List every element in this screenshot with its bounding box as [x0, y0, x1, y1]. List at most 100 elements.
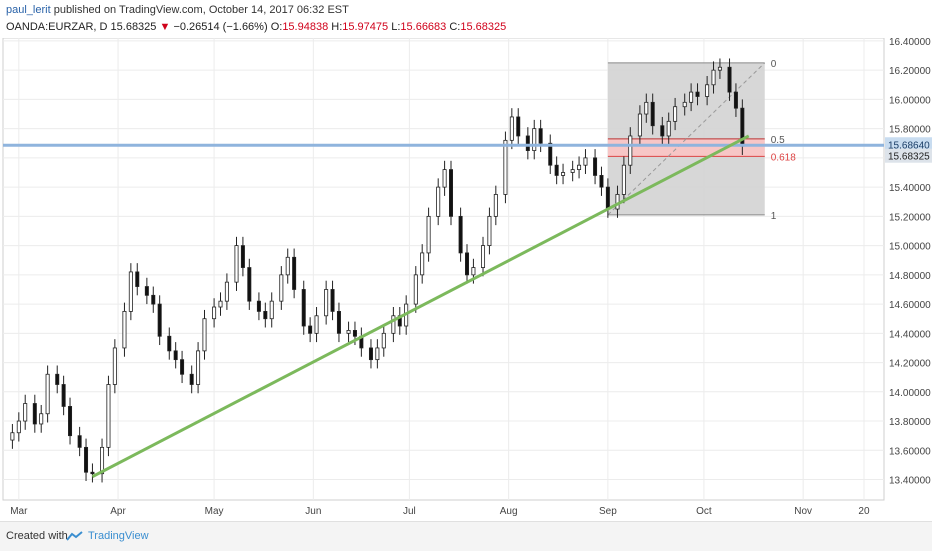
candle-up [381, 332, 386, 349]
candle-up [202, 318, 207, 352]
x-tick-label: Oct [696, 506, 712, 517]
candle-down [352, 330, 357, 337]
tradingview-logo-icon [66, 531, 83, 541]
candle-down [135, 271, 140, 287]
candle-down [695, 91, 700, 97]
close-label: C: [449, 21, 461, 33]
candle-down [247, 267, 252, 302]
open-label: O: [270, 21, 283, 33]
x-tick-label: May [205, 506, 224, 517]
candle-down [554, 164, 559, 176]
candle-up [621, 164, 626, 195]
fib-level-label: 0.5 [771, 135, 785, 146]
candle-down [32, 403, 37, 425]
candle-down [330, 289, 335, 312]
candle-down [240, 245, 245, 268]
candle-up [561, 172, 566, 176]
candle-up [442, 169, 447, 188]
candle-down [151, 294, 156, 305]
candle-up [577, 164, 582, 170]
tradingview-brand-link[interactable]: TradingView [88, 530, 149, 542]
candle-up [471, 267, 476, 276]
candle-up [224, 281, 229, 302]
candle-down [449, 169, 454, 217]
created-with-text: Created with [6, 530, 68, 542]
y-tick-label: 13.40000 [889, 476, 931, 487]
published-text: published on TradingView.com, October 14… [53, 4, 349, 16]
symbol-label: OANDA:EURZAR, D [6, 21, 108, 33]
candle-down [256, 300, 261, 312]
candle-up [100, 446, 105, 475]
x-tick-label: Jun [305, 506, 321, 517]
candle-down [144, 286, 149, 296]
hline-price-tag-label: 15.68640 [888, 140, 930, 151]
low-value: 15.66683 [400, 21, 447, 33]
x-tick-label: Nov [794, 506, 812, 517]
candle-down [650, 101, 655, 127]
fib-level-label: 1 [771, 211, 777, 222]
candle-down [599, 175, 604, 188]
y-tick-label: 13.60000 [889, 446, 931, 457]
high-value: 15.97475 [342, 21, 389, 33]
candle-up [196, 350, 201, 385]
candle-up [112, 347, 117, 385]
candle-up [45, 373, 50, 415]
y-tick-label: 16.20000 [889, 66, 931, 77]
low-label: L: [391, 21, 401, 33]
x-tick-label: Mar [10, 506, 28, 517]
candle-down [68, 406, 73, 437]
candle-up [39, 413, 44, 425]
candle-down [525, 135, 530, 151]
y-tick-label: 14.20000 [889, 359, 931, 370]
candle-up [532, 128, 537, 151]
candle-up [10, 432, 15, 441]
candle-down [458, 215, 463, 254]
candle-down [727, 66, 732, 93]
candle-up [212, 306, 217, 320]
author-link[interactable]: paul_lerit [6, 4, 51, 16]
candle-up [346, 330, 351, 334]
x-tick-label: Aug [500, 506, 518, 517]
candle-up [705, 84, 710, 97]
candle-up [615, 194, 620, 210]
candle-up [509, 116, 514, 141]
y-tick-label: 15.20000 [889, 212, 931, 223]
down-arrow-icon: ▼ [159, 21, 171, 33]
x-tick-label: Sep [599, 506, 617, 517]
candle-down [538, 128, 543, 144]
candle-down [336, 310, 341, 334]
y-tick-label: 15.00000 [889, 242, 931, 253]
last-price-tag [885, 148, 932, 163]
x-tick-label: Jul [403, 506, 416, 517]
candle-up [666, 120, 671, 137]
candle-up [717, 66, 722, 71]
candle-up [285, 256, 290, 276]
candle-up [673, 106, 678, 122]
candle-down [292, 256, 297, 290]
candle-down [516, 116, 521, 137]
last-price: 15.68325 [110, 21, 157, 33]
candle-up [689, 91, 694, 103]
candle-up [644, 101, 649, 115]
y-tick-label: 15.40000 [889, 183, 931, 194]
candle-up [391, 315, 396, 334]
candle-down [61, 384, 66, 407]
candle-up [375, 347, 380, 361]
candle-down [55, 373, 60, 385]
x-tick-label: 20 [858, 506, 870, 517]
candle-down [733, 91, 738, 109]
price-change: −0.26514 (−1.66%) [173, 21, 268, 33]
hline-price-tag [885, 137, 932, 152]
candle-down [189, 373, 194, 385]
candle-up [234, 245, 239, 283]
price-chart[interactable]: 16.4000016.2000016.0000015.8000015.60000… [0, 38, 932, 521]
candle-down [308, 325, 313, 334]
candle-up [682, 101, 687, 108]
candle-down [77, 435, 82, 448]
candle-down [660, 125, 665, 137]
candle-down [465, 252, 470, 276]
candle-down [84, 446, 89, 473]
candle-up [413, 274, 418, 305]
fib-golden-band [607, 138, 765, 157]
candle-up [122, 310, 127, 349]
